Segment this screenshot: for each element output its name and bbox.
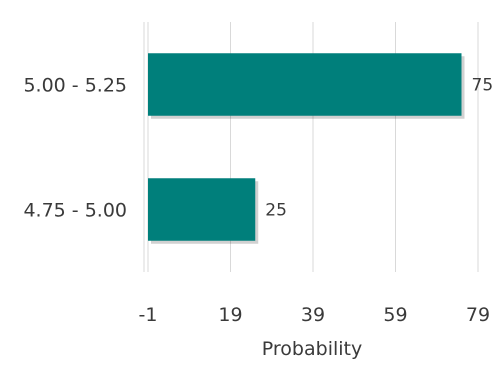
bars	[148, 53, 465, 244]
data-labels: 75 25	[265, 76, 493, 221]
x-axis-tick-labels: -1 19 39 59 79	[139, 304, 491, 326]
x-tick-label: 39	[301, 304, 325, 326]
x-tick-label: 59	[383, 304, 407, 326]
bar	[148, 178, 256, 241]
y-tick-label: 5.00 - 5.25	[23, 75, 127, 97]
x-axis-title: Probability	[262, 338, 362, 360]
x-tick-label: 79	[466, 304, 490, 326]
bar-value-label: 25	[265, 201, 287, 221]
y-tick-label: 4.75 - 5.00	[23, 200, 127, 222]
bar-value-label: 75	[472, 76, 494, 96]
x-tick-label: -1	[139, 304, 158, 326]
x-tick-label: 19	[218, 304, 242, 326]
y-axis-tick-labels: 5.00 - 5.25 4.75 - 5.00	[23, 75, 127, 222]
bar	[148, 53, 462, 116]
